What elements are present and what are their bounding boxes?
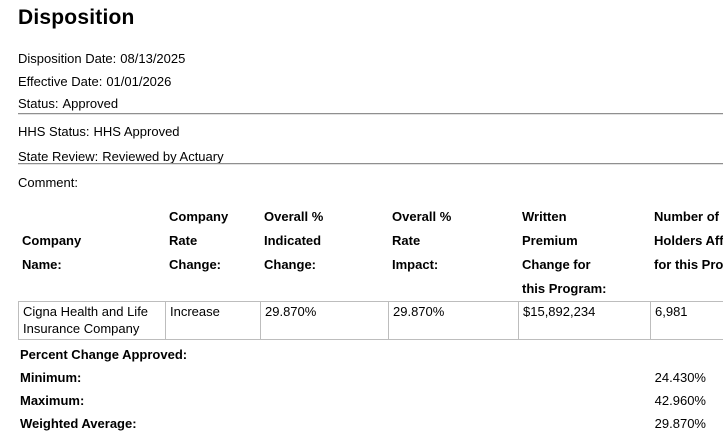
col-header-overall-rate-impact: Overall % Rate Impact: xyxy=(392,209,452,272)
field-hhs-status: HHS Status: HHS Approved xyxy=(18,124,180,139)
col-header-written-premium-change: Written Premium Change for this Program: xyxy=(522,209,607,296)
col-header-company-rate-change: Company Rate Change: xyxy=(169,209,229,272)
field-comment: Comment: xyxy=(18,175,82,190)
field-value: 08/13/2025 xyxy=(120,51,186,66)
divider xyxy=(18,163,723,165)
field-status: Status: Approved xyxy=(18,96,118,111)
cell-written-premium-change: $15,892,234 xyxy=(519,302,651,339)
divider xyxy=(18,113,723,115)
summary-value-maximum: 42.960% xyxy=(654,393,706,408)
cell-company-rate-change: Increase xyxy=(166,302,261,339)
cell-overall-indicated-change: 29.870% xyxy=(261,302,389,339)
col-header-policy-holders-affected: Number of Policy Holders Affected for th… xyxy=(654,209,723,272)
field-value: HHS Approved xyxy=(93,124,180,139)
field-label: Status: xyxy=(18,96,59,111)
summary-label-maximum: Maximum: xyxy=(20,393,85,408)
summary-label-minimum: Minimum: xyxy=(20,370,82,385)
field-value: Approved xyxy=(62,96,119,111)
field-label: State Review: xyxy=(18,149,99,164)
page-title: Disposition xyxy=(18,6,135,29)
field-label: Effective Date: xyxy=(18,74,103,89)
cell-overall-rate-impact: 29.870% xyxy=(389,302,519,339)
field-value: Reviewed by Actuary xyxy=(102,149,224,164)
col-header-overall-indicated-change: Overall % Indicated Change: xyxy=(264,209,324,272)
field-label: Disposition Date: xyxy=(18,51,117,66)
field-label: Comment: xyxy=(18,175,78,190)
table-row: Cigna Health and Life Insurance Company … xyxy=(18,301,723,340)
cell-policy-holders-affected: 6,981 xyxy=(655,304,688,319)
rate-table-header: Company Name: Company Rate Change: Overa… xyxy=(18,205,723,301)
cell-company-name: Cigna Health and Life Insurance Company xyxy=(19,302,166,339)
field-state-review: State Review: Reviewed by Actuary xyxy=(18,149,224,164)
field-disposition-date: Disposition Date: 08/13/2025 xyxy=(18,51,185,66)
field-value: 01/01/2026 xyxy=(106,74,172,89)
summary-value-weighted-average: 29.870% xyxy=(654,416,706,431)
summary-value-minimum: 24.430% xyxy=(654,370,706,385)
field-label: HHS Status: xyxy=(18,124,90,139)
summary-label-weighted-average: Weighted Average: xyxy=(20,416,137,431)
summary-title: Percent Change Approved: xyxy=(20,347,188,362)
col-header-company-name: Company Name: xyxy=(22,233,82,272)
field-effective-date: Effective Date: 01/01/2026 xyxy=(18,74,171,89)
